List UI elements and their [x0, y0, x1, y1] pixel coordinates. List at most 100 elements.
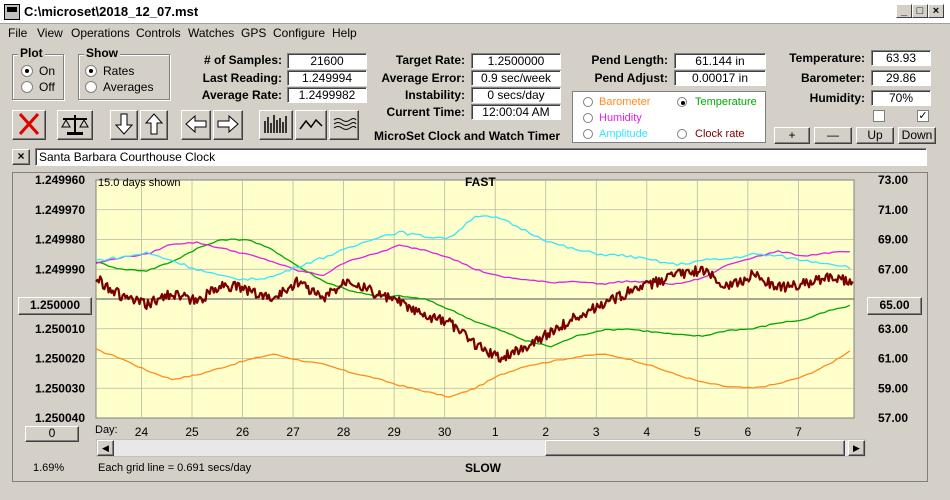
plot-off-label: Off: [39, 80, 55, 94]
series-line-2: [95, 238, 851, 348]
average-error-field: 0.9 sec/week: [471, 70, 561, 86]
left-axis-tick: 1.250010: [35, 322, 85, 336]
series-line-1: [95, 348, 851, 398]
pend-length-field: 61.144 in: [674, 53, 766, 69]
barometer-radio[interactable]: [583, 97, 593, 107]
arrow-right-button[interactable]: [213, 110, 243, 140]
series-line-5: [95, 265, 854, 363]
arrow-up-icon: [144, 113, 164, 135]
bar-chart-icon: [264, 115, 287, 133]
right-axis-tick: 73.00: [878, 173, 908, 187]
scale-balance-icon: [61, 115, 89, 135]
amplitude-legend-label: Amplitude: [599, 128, 648, 140]
instability-label: Instability:: [404, 88, 465, 102]
maximize-button[interactable]: □: [912, 4, 928, 18]
red-x-icon: [18, 112, 40, 136]
humidity-field: 70%: [871, 90, 931, 106]
scroll-position-button[interactable]: 0: [25, 426, 79, 442]
left-axis-tick: 1.250020: [35, 352, 85, 366]
line-chart-button[interactable]: [295, 110, 327, 140]
menu-file[interactable]: File: [8, 26, 28, 40]
center-rate-button[interactable]: 1.250000: [18, 297, 92, 315]
plot-on-radio[interactable]: [21, 65, 33, 77]
right-axis-tick: 69.00: [878, 233, 908, 247]
arrow-right-icon: [217, 114, 239, 134]
day-tick-label: 6: [745, 425, 752, 439]
horizontal-scrollbar[interactable]: ◀ ▶: [96, 439, 866, 457]
menu-help[interactable]: Help: [332, 26, 357, 40]
option-checkbox-2[interactable]: ✓: [917, 110, 929, 122]
app-icon: [4, 4, 20, 20]
instability-field: 0 secs/day: [471, 87, 561, 103]
barometer-field: 29.86: [871, 70, 931, 86]
arrow-down-button[interactable]: [110, 110, 138, 140]
menu-watches[interactable]: Watches: [188, 26, 235, 40]
arrow-up-button[interactable]: [140, 110, 168, 140]
scroll-up-button[interactable]: Up: [856, 127, 894, 144]
scroll-right-arrow[interactable]: ▶: [848, 440, 865, 456]
left-axis-tick: 1.249980: [35, 233, 85, 247]
scroll-left-arrow[interactable]: ◀: [97, 440, 114, 456]
chart-frame: 1.249960 73.00 1.249970 71.00 1.249980 69.00 1…: [12, 172, 928, 482]
minimize-button[interactable]: _: [896, 4, 912, 18]
close-button[interactable]: ×: [928, 4, 944, 18]
day-tick-label: 3: [593, 425, 600, 439]
clock-rate-radio[interactable]: [677, 129, 687, 139]
menu-operations[interactable]: Operations: [71, 26, 130, 40]
show-rates-radio[interactable]: [85, 65, 97, 77]
zoom-out-button[interactable]: —: [814, 127, 852, 144]
current-time-field: 12:00:04 AM: [471, 104, 561, 120]
remove-clock-button[interactable]: ×: [12, 149, 30, 165]
smooth-chart-button[interactable]: [329, 110, 359, 140]
bar-chart-button[interactable]: [259, 110, 293, 140]
show-averages-label: Averages: [103, 80, 154, 94]
zoom-in-button[interactable]: +: [774, 127, 810, 144]
pend-adjust-field: 0.00017 in: [674, 70, 766, 86]
left-axis-tick: 1.249960: [35, 173, 85, 187]
day-axis-label: Day:: [95, 424, 118, 436]
current-time-label: Current Time:: [386, 105, 465, 119]
samples-label: # of Samples:: [203, 53, 282, 67]
series-line-3: [95, 241, 850, 285]
last-reading-field: 1.249994: [287, 70, 367, 86]
humidity-radio[interactable]: [583, 113, 593, 123]
center-temp-button[interactable]: 65.00: [867, 297, 922, 315]
balance-button[interactable]: [57, 110, 93, 140]
menu-configure[interactable]: Configure: [273, 26, 326, 40]
target-rate-label: Target Rate:: [395, 53, 465, 67]
clear-button[interactable]: [12, 110, 46, 140]
day-tick-label: 24: [135, 425, 149, 439]
clock-name-field[interactable]: Santa Barbara Courthouse Clock: [35, 148, 927, 166]
slow-label: SLOW: [465, 461, 501, 475]
option-checkbox-1[interactable]: [873, 110, 885, 122]
scrollbar-thumb[interactable]: [545, 440, 845, 456]
arrow-left-button[interactable]: [181, 110, 211, 140]
arrow-down-icon: [114, 113, 134, 135]
day-tick-label: 25: [185, 425, 199, 439]
amplitude-radio[interactable]: [583, 129, 593, 139]
day-tick-label: 27: [286, 425, 300, 439]
app-name-label: MicroSet Clock and Watch Timer: [374, 129, 561, 143]
average-error-label: Average Error:: [381, 71, 465, 85]
fast-label: FAST: [465, 175, 496, 189]
average-rate-field: 1.2499982: [287, 87, 367, 103]
day-tick-label: 30: [438, 425, 452, 439]
scroll-down-button[interactable]: Down: [898, 127, 936, 144]
samples-field: 21600: [287, 53, 367, 69]
left-axis-tick: 1.250040: [35, 411, 85, 425]
show-averages-radio[interactable]: [85, 81, 97, 93]
plot-off-radio[interactable]: [21, 81, 33, 93]
show-group-title: Show: [84, 46, 120, 60]
menu-controls[interactable]: Controls: [136, 26, 181, 40]
arrow-left-icon: [185, 114, 207, 134]
left-axis-tick: 1.249970: [35, 203, 85, 217]
temperature-legend-label: Temperature: [695, 96, 757, 108]
series-legend: Barometer Temperature Humidity Amplitude…: [572, 91, 766, 143]
menu-gps[interactable]: GPS: [241, 26, 267, 40]
menu-view[interactable]: View: [37, 26, 63, 40]
humidity-legend-label: Humidity: [599, 112, 642, 124]
right-axis-tick: 59.00: [878, 381, 908, 395]
day-tick-label: 26: [236, 425, 250, 439]
temperature-radio[interactable]: [677, 97, 687, 107]
right-axis-tick: 71.00: [878, 203, 908, 217]
